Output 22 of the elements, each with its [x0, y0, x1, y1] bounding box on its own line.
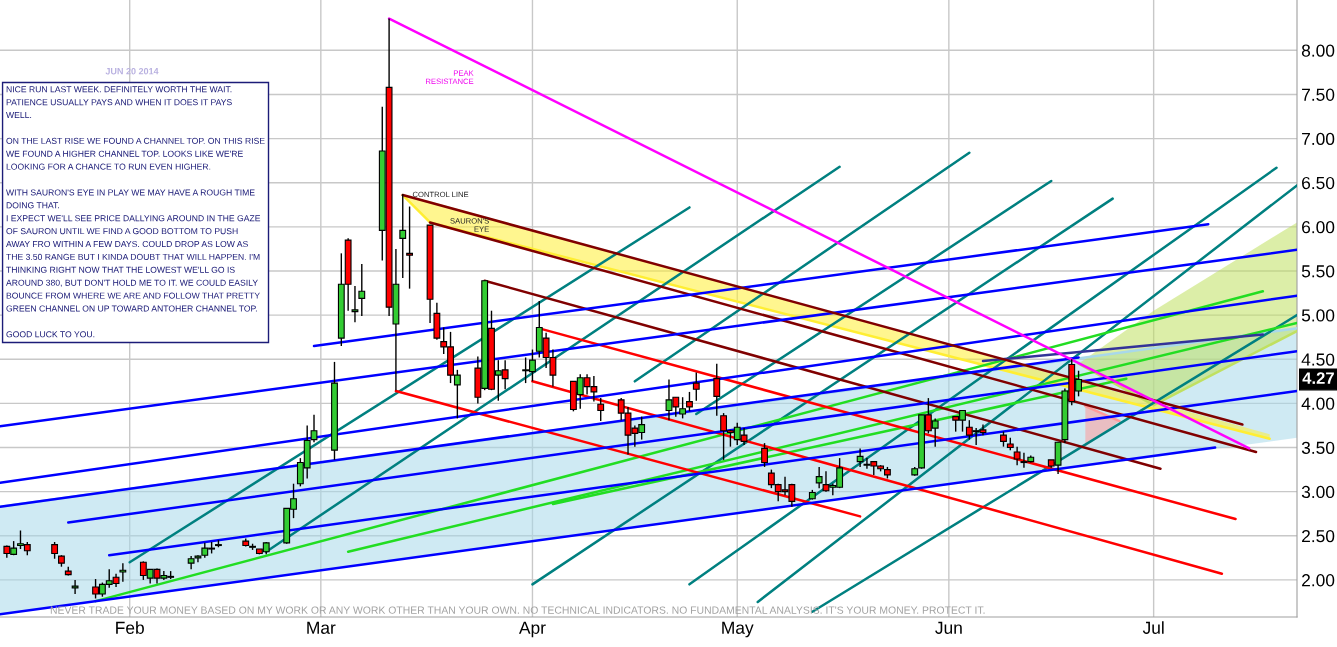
y-tick-label: 7.50: [1302, 88, 1335, 101]
y-tick-label: 3.00: [1301, 485, 1335, 499]
y-tick-label: 6.00: [1302, 221, 1335, 234]
x-tick-label: Jun: [935, 621, 962, 634]
y-tick-label: 8.00: [1301, 44, 1335, 57]
x-tick-label: May: [722, 621, 754, 638]
y-tick-label: 2.50: [1302, 529, 1335, 543]
y-tick-label: 7.00: [1302, 132, 1335, 146]
y-tick-label: 4.00: [1301, 397, 1335, 410]
x-tick-label: Apr: [518, 621, 546, 638]
y-tick-label: 6.50: [1302, 176, 1335, 190]
text: 4.27: [1302, 372, 1334, 384]
y-tick-label: 5.00: [1301, 309, 1335, 322]
x-tick-label: Mar: [307, 621, 336, 634]
text: JUN 20 2014: [105, 68, 159, 75]
x-tick-label: Jul: [1142, 621, 1164, 634]
y-tick-label: 4.50: [1301, 353, 1335, 366]
x-tick-label: Feb: [116, 621, 144, 634]
y-tick-label: 5.50: [1301, 265, 1335, 278]
y-tick-label: 2.00: [1302, 574, 1335, 587]
y-tick-label: 3.50: [1301, 441, 1335, 454]
text: NICE RUN LAST WEEK. DEFINITELY WORTH THE WAIT. PATIENCE USUALLY PAYS AND WHEN IT DOES IT PAYS WELL. ON THE LAST RISE WE FOUND A CHANNEL TOP. ON THIS RISE WE FOUND A HIGHER CHANNEL TOP. LOOKS LIKE WE'RE LOOKING FOR A CHANCE TO RUN EVEN HIGHER. WITH SAURON'S EYE IN PLAY WE MAY HAVE A ROUGH TIME DOING THAT. I EXPECT WE'LL SEE PRICE DALLYING AROUND IN THE GAZE OF SAURON UNTIL WE FIND A GOOD BOTTOM TO PUSH AWAY FRO WITHIN A FEW DAYS. COULD DROP AS LOW AS THE 3.50 RANGE BUT I KINDA DOUBT THAT WILL HAPPEN. I'M THINKING RIGHT NOW THAT THE LOWEST WE'LL GO IS AROUND 380, BUT DON'T HOLD ME TO IT. WE COULD EASILY BOUNCE FROM WHERE WE ARE AND FOLLOW THAT PRETTY GREEN CHANNEL ON UP TOWARD ANTOHER CHANNEL TOP. GOOD LUCK TO YOU.: [6, 86, 265, 338]
